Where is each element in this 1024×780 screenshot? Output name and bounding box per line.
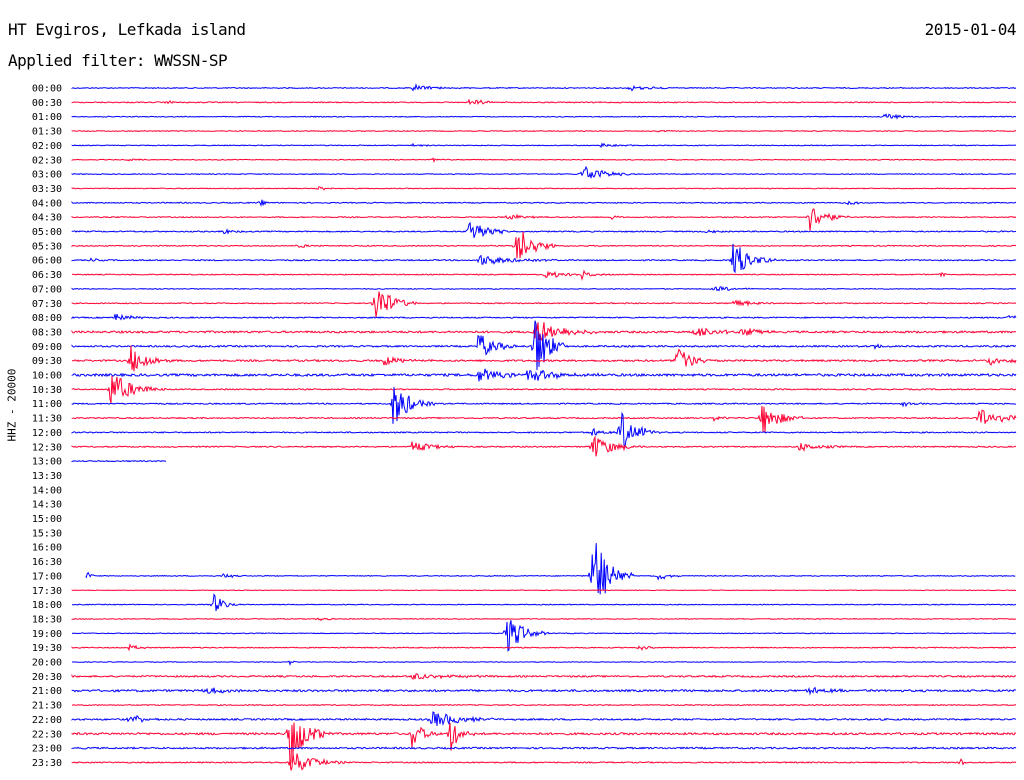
- time-tick-label: 05:30: [32, 241, 62, 252]
- trace-0000: [71, 83, 1017, 92]
- trace-2100: [71, 686, 1017, 696]
- time-tick-label: 23:00: [32, 744, 62, 755]
- trace-0230: [71, 157, 1017, 164]
- time-tick-label: 08:30: [32, 327, 62, 338]
- time-tick-label: 17:00: [32, 571, 62, 582]
- trace-1930: [71, 643, 1016, 652]
- date-label: 2015-01-04: [924, 20, 1017, 39]
- trace-0630: [71, 269, 1017, 281]
- time-tick-label: 22:00: [32, 715, 62, 726]
- trace-0500: [71, 221, 1016, 238]
- trace-2200: [71, 711, 1017, 726]
- trace-1300: [71, 459, 167, 463]
- trace-1100: [71, 387, 1016, 424]
- time-tick-label: 23:30: [32, 758, 62, 769]
- time-tick-label: 00:30: [32, 98, 62, 109]
- time-tick-label: 20:30: [32, 672, 62, 683]
- time-tick-label: 18:30: [32, 614, 62, 625]
- trace-1830: [71, 617, 1016, 622]
- time-tick-label: 16:30: [32, 557, 62, 568]
- time-tick-label: 13:30: [32, 471, 62, 482]
- trace-0030: [71, 98, 1017, 106]
- trace-0800: [71, 313, 1017, 321]
- time-tick-label: 09:00: [32, 342, 62, 353]
- trace-2000: [72, 660, 1016, 666]
- time-tick-label: 06:30: [32, 270, 62, 281]
- time-tick-label: 10:00: [32, 371, 62, 382]
- time-tick-label: 15:00: [32, 514, 62, 525]
- trace-0130: [71, 129, 1017, 133]
- station-title: HT Evgiros, Lefkada island: [8, 20, 246, 39]
- trace-2130: [71, 703, 1017, 707]
- time-tick-label: 19:00: [32, 629, 62, 640]
- time-tick-label: 04:30: [32, 213, 62, 224]
- time-tick-label: 03:30: [32, 184, 62, 195]
- time-tick-label: 12:00: [32, 428, 62, 439]
- time-tick-label: 12:30: [32, 442, 62, 453]
- trace-2330: [71, 753, 1017, 771]
- trace-0600: [71, 243, 1017, 274]
- trace-0330: [71, 186, 1017, 191]
- time-tick-label: 00:00: [32, 84, 62, 95]
- time-tick-label: 11:00: [32, 399, 62, 410]
- time-tick-label: 07:30: [32, 299, 62, 310]
- filter-label: Applied filter: WWSSN-SP: [8, 51, 228, 70]
- time-tick-label: 21:30: [32, 701, 62, 712]
- time-tick-label: 10:30: [32, 385, 62, 396]
- trace-1700: [85, 543, 1016, 595]
- trace-1000: [71, 368, 1017, 382]
- time-tick-label: 06:00: [32, 256, 62, 267]
- time-tick-label: 15:30: [32, 528, 62, 539]
- trace-0400: [71, 199, 1017, 207]
- time-tick-label: 05:00: [32, 227, 62, 238]
- time-tick-label: 08:00: [32, 313, 62, 324]
- trace-1900: [71, 620, 1017, 652]
- time-tick-label: 21:00: [32, 686, 62, 697]
- time-tick-label: 14:00: [32, 485, 62, 496]
- time-tick-label: 19:30: [32, 643, 62, 654]
- time-tick-label: 04:00: [32, 198, 62, 209]
- trace-0900: [71, 320, 1017, 371]
- trace-0830: [71, 322, 1017, 341]
- trace-1730: [71, 589, 1016, 592]
- trace-1230: [71, 435, 1017, 457]
- trace-0430: [71, 208, 1017, 231]
- trace-0200: [71, 142, 1017, 149]
- time-tick-label: 11:30: [32, 414, 62, 425]
- trace-0530: [71, 231, 1017, 259]
- trace-0300: [71, 165, 1017, 179]
- trace-0700: [71, 286, 1017, 292]
- time-tick-label: 07:00: [32, 284, 62, 295]
- trace-0930: [71, 345, 1017, 372]
- trace-2030: [71, 673, 1017, 681]
- trace-0100: [71, 113, 1017, 120]
- time-tick-label: 02:00: [32, 141, 62, 152]
- trace-1200: [71, 411, 1017, 449]
- time-tick-label: 09:30: [32, 356, 62, 367]
- time-tick-label: 13:00: [32, 457, 62, 468]
- trace-1800: [71, 593, 1017, 612]
- time-tick-label: 16:00: [32, 543, 62, 554]
- time-tick-label: 20:00: [32, 658, 62, 669]
- time-tick-label: 01:00: [32, 112, 62, 123]
- time-tick-label: 03:00: [32, 170, 62, 181]
- time-tick-label: 18:00: [32, 600, 62, 611]
- time-tick-label: 22:30: [32, 729, 62, 740]
- trace-1130: [71, 405, 1017, 434]
- trace-0730: [71, 291, 1017, 318]
- trace-1030: [71, 375, 1017, 404]
- time-tick-label: 14:30: [32, 500, 62, 511]
- time-tick-label: 17:30: [32, 586, 62, 597]
- time-tick-label: 01:30: [32, 127, 62, 138]
- trace-2300: [71, 746, 1017, 750]
- time-tick-label: 02:30: [32, 155, 62, 166]
- trace-2230: [71, 722, 1017, 766]
